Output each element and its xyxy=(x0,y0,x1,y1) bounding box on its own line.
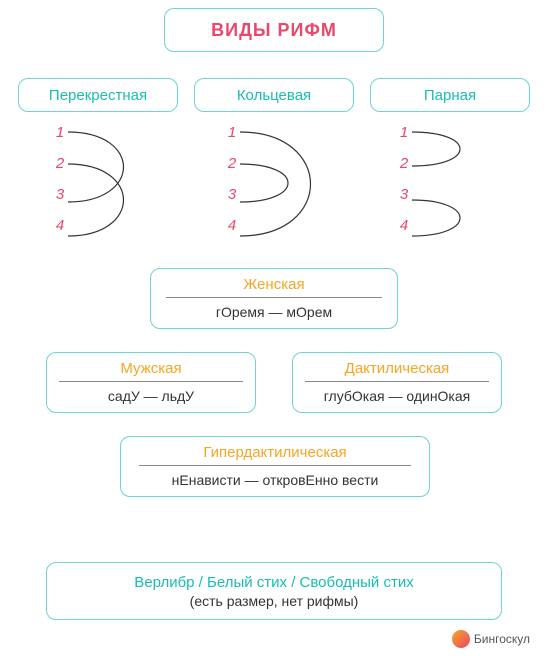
logo-icon xyxy=(452,630,470,648)
type-box-giperdaktilicheskaya: Гипердактилическая нЕнависти — откровЕнн… xyxy=(120,436,430,497)
scheme-label: Кольцевая xyxy=(237,87,311,104)
arc-path xyxy=(240,132,311,236)
type-example: садУ — льдУ xyxy=(108,382,194,412)
type-box-muzhskaya: Мужская садУ — льдУ xyxy=(46,352,256,413)
main-title-box: ВИДЫ РИФМ xyxy=(164,8,384,52)
arc-path xyxy=(412,132,460,166)
verlibr-line2: (есть размер, нет рифмы) xyxy=(190,593,359,609)
scheme-label: Перекрестная xyxy=(49,87,147,104)
scheme-box-perekrestnaya: Перекрестная xyxy=(18,78,178,112)
arc-path xyxy=(68,164,124,236)
arcs-parnaya xyxy=(406,124,526,254)
type-box-zhenskaya: Женская гОремя — мОрем xyxy=(150,268,398,329)
type-box-daktilicheskaya: Дактилическая глубОкая — одинОкая xyxy=(292,352,502,413)
scheme-box-parnaya: Парная xyxy=(370,78,530,112)
type-title: Мужская xyxy=(120,353,181,381)
type-title: Женская xyxy=(243,269,304,297)
type-title: Гипердактилическая xyxy=(203,437,346,465)
arcs-perekrestnaya xyxy=(62,124,182,254)
arc-path xyxy=(68,132,124,202)
main-title: ВИДЫ РИФМ xyxy=(211,20,337,41)
logo-text: Бингоскул xyxy=(474,632,530,646)
scheme-box-koltsevaya: Кольцевая xyxy=(194,78,354,112)
type-title: Дактилическая xyxy=(345,353,450,381)
type-example: нЕнависти — откровЕнно вести xyxy=(172,466,379,496)
arc-path xyxy=(240,164,288,202)
verlibr-box: Верлибр / Белый стих / Свободный стих (е… xyxy=(46,562,502,620)
logo: Бингоскул xyxy=(452,630,530,648)
verlibr-line1: Верлибр / Белый стих / Свободный стих xyxy=(134,574,413,591)
arcs-koltsevaya xyxy=(234,124,354,254)
scheme-label: Парная xyxy=(424,87,476,104)
type-example: гОремя — мОрем xyxy=(216,298,332,328)
arc-path xyxy=(412,200,460,236)
type-example: глубОкая — одинОкая xyxy=(324,382,471,412)
